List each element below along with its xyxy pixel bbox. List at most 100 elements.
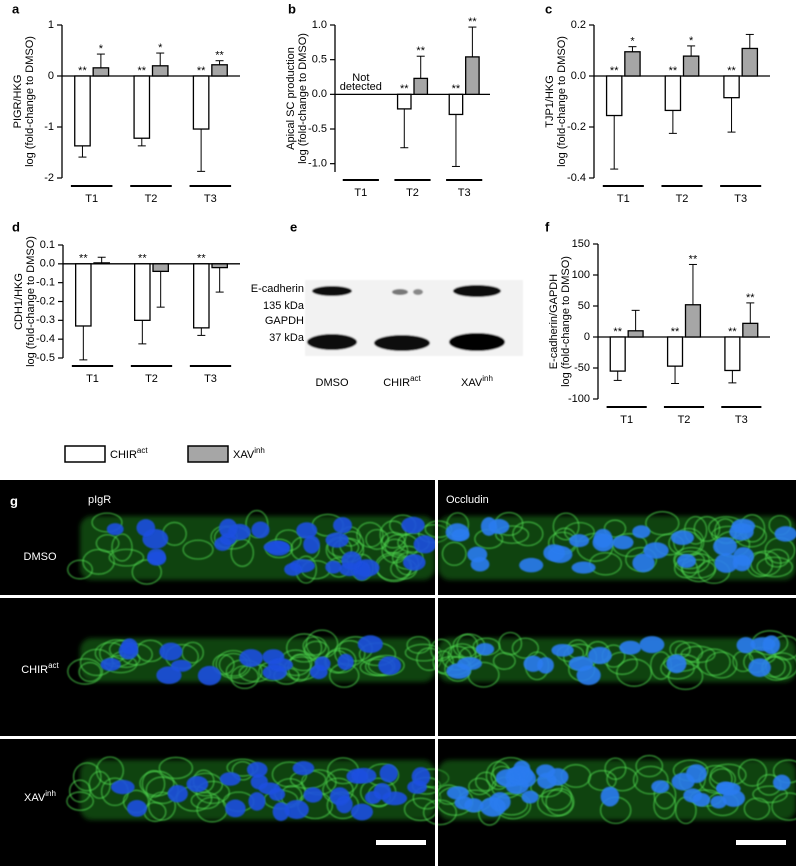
separator — [0, 736, 796, 739]
nucleus — [351, 767, 377, 784]
bar — [211, 263, 228, 269]
row-label-sup: inh — [45, 789, 56, 798]
y-axis-label: Apical SC production — [285, 47, 297, 150]
bar — [684, 304, 702, 338]
nucleus — [337, 653, 354, 671]
significance: * — [630, 36, 635, 48]
blot-row-label: E-cadherin — [251, 283, 304, 295]
membrane — [380, 531, 406, 554]
nucleus — [100, 657, 121, 671]
blot-lane-label-sup: inh — [482, 374, 493, 383]
nucleus — [378, 656, 402, 675]
nucleus — [325, 560, 342, 574]
significance: ** — [400, 83, 409, 95]
membrane — [212, 654, 235, 675]
y-tick-label: 0.2 — [571, 19, 586, 31]
row-label: XAVinh — [24, 789, 56, 804]
column-label: Occludin — [446, 494, 489, 506]
y-tick-label: -0.4 — [567, 172, 586, 184]
nucleus — [600, 786, 620, 807]
x-tick-label: T1 — [85, 193, 98, 205]
membrane — [381, 538, 409, 564]
y-axis-label: log (fold-change to DMSO) — [560, 256, 572, 387]
column-label: pIgR — [88, 494, 111, 506]
nucleus — [692, 792, 711, 807]
y-tick-label: 50 — [578, 300, 590, 312]
nucleus — [303, 535, 320, 554]
y-axis-label: E-cadherin/GAPDH — [548, 274, 560, 369]
separator — [435, 480, 438, 866]
membrane — [286, 633, 323, 663]
bar — [664, 75, 682, 112]
y-axis-label: CDH1/HKG — [13, 273, 25, 330]
legend-label-main: XAV — [233, 449, 255, 461]
nucleus — [272, 802, 290, 821]
membrane — [737, 758, 768, 787]
y-tick-label: -0.5 — [308, 123, 327, 135]
membrane — [379, 520, 407, 549]
row-label-main: CHIR — [21, 664, 48, 676]
bar — [627, 330, 644, 338]
nucleus — [651, 780, 670, 794]
y-tick-label: -0.2 — [36, 295, 55, 307]
y-tick-label: -0.2 — [567, 121, 586, 133]
membrane — [552, 512, 580, 541]
nucleus — [772, 774, 791, 791]
row-label: CHIRact — [21, 661, 59, 676]
membrane — [680, 645, 716, 664]
x-tick-label: T2 — [145, 193, 158, 205]
membrane — [367, 654, 405, 676]
nucleus — [303, 787, 323, 803]
bar — [134, 263, 151, 321]
membrane — [66, 791, 94, 811]
y-axis-label: log (fold-change to DMSO) — [556, 36, 568, 167]
membrane — [537, 789, 574, 817]
nucleus — [571, 561, 596, 574]
panel-label: e — [290, 219, 297, 234]
membrane — [195, 780, 230, 805]
y-tick-label: 1.0 — [312, 19, 327, 31]
y-tick-label: -0.1 — [36, 277, 55, 289]
y-tick-label: -0.3 — [36, 314, 55, 326]
blot-bands — [305, 280, 523, 356]
membrane — [158, 756, 194, 780]
bar — [624, 51, 641, 77]
significance: ** — [197, 253, 206, 265]
y-tick-label: -100 — [568, 393, 590, 405]
y-axis-label: PIGR/HKG — [12, 75, 24, 129]
membrane — [752, 785, 788, 804]
blot-lane-label-sup: act — [410, 374, 421, 383]
nucleus — [446, 786, 469, 800]
bar — [742, 322, 759, 338]
nucleus — [251, 521, 270, 539]
bar — [682, 55, 700, 77]
membrane — [771, 792, 796, 821]
x-tick-label: T3 — [204, 193, 217, 205]
tissue — [438, 638, 796, 682]
nucleus — [284, 799, 309, 820]
row-label-main: XAV — [24, 792, 46, 804]
y-axis-label: log (fold-change to DMSO) — [25, 236, 37, 367]
bar — [413, 77, 429, 95]
y-tick-label: -1.0 — [308, 158, 327, 170]
membrane — [616, 658, 653, 687]
membrane — [606, 766, 639, 792]
nucleus — [111, 779, 135, 795]
nucleus — [536, 764, 556, 778]
nucleus — [666, 654, 687, 674]
x-tick-label: T1 — [86, 373, 99, 385]
bar — [448, 93, 464, 116]
y-tick-label: 100 — [572, 269, 590, 281]
x-tick-label: T3 — [734, 193, 747, 205]
significance: * — [158, 42, 163, 54]
significance: ** — [689, 253, 698, 265]
nucleus — [713, 537, 738, 556]
membrane — [111, 533, 133, 562]
membrane — [756, 556, 794, 578]
nucleus — [239, 649, 263, 668]
nucleus — [411, 767, 431, 787]
membrane — [645, 511, 680, 536]
nucleus — [568, 656, 594, 672]
x-tick-label: T2 — [406, 187, 419, 199]
